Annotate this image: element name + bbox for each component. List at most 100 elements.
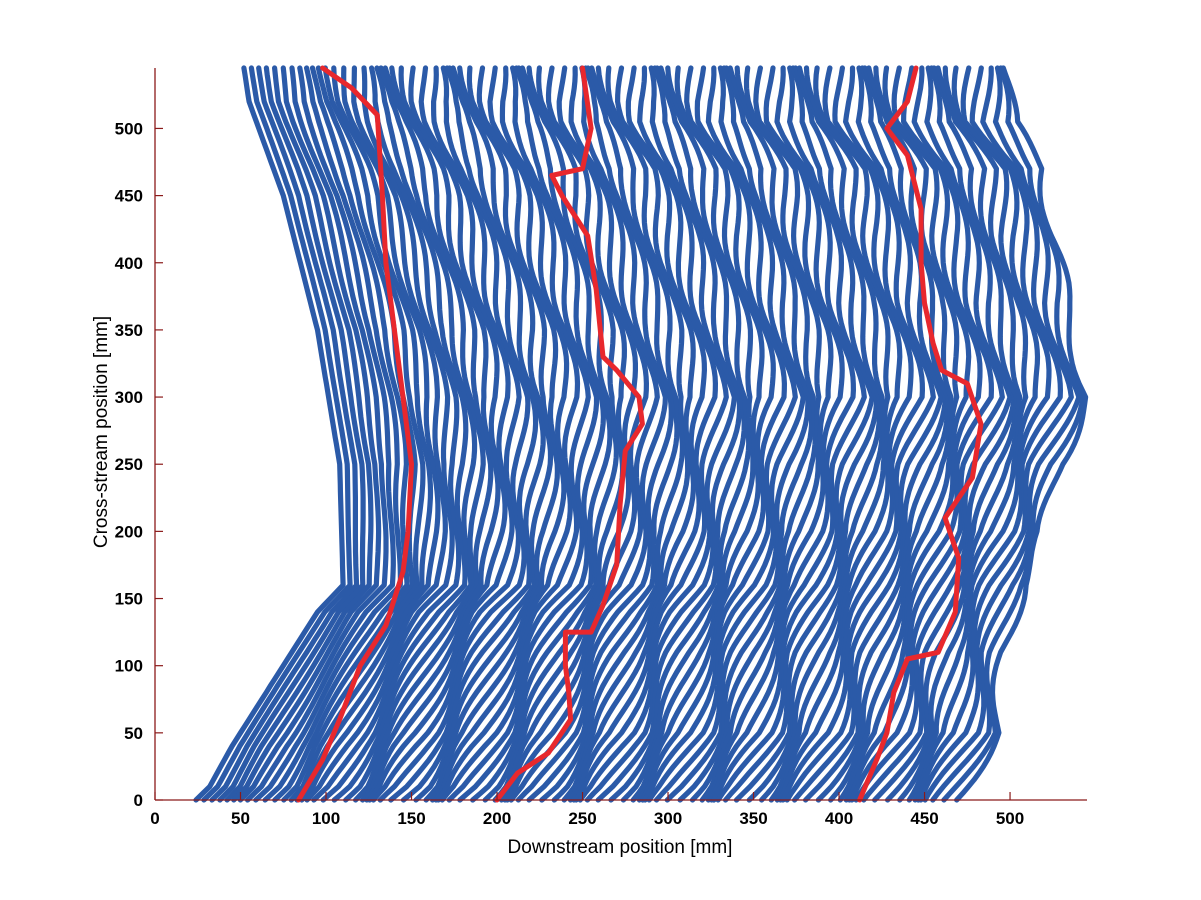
front-line [746,65,883,803]
front-line [699,65,822,803]
front-line [815,65,951,803]
front-line [768,65,891,803]
front-line [201,65,353,803]
front-line [294,65,441,803]
front-line [733,65,880,803]
highlighted-front-lines [296,65,984,803]
front-line [539,65,680,803]
front-line [777,65,914,803]
front-line [664,65,811,803]
front-line [470,65,613,803]
highlight-line-1 [296,65,414,803]
front-line [792,65,944,803]
x-tick-label: 100 [312,809,340,828]
front-line [377,65,531,803]
front-line [343,65,486,803]
front-line [245,65,396,803]
x-tick-label: 450 [910,809,938,828]
front-line [364,65,508,803]
front-line [193,65,346,803]
front-line [304,65,455,803]
front-line [803,65,949,803]
front-line [231,65,382,803]
front-line [360,65,501,803]
x-axis-label: Downstream position [mm] [508,837,733,858]
x-tick-label: 300 [654,809,682,828]
front-line [885,65,1020,803]
y-tick-label: 500 [115,119,143,138]
front-line [573,65,718,803]
front-line [571,65,707,803]
front-line [262,65,410,803]
front-line [872,65,1017,803]
front-line [954,65,1089,803]
front-line [567,65,697,803]
x-tick-label: 50 [231,809,250,828]
front-line [912,65,1041,803]
front-line [941,65,1086,803]
front-line [780,65,925,803]
front-line [435,65,581,803]
front-line [636,65,765,803]
front-line [353,65,494,803]
front-line [595,65,743,803]
y-tick-label: 200 [115,522,143,541]
front-line [837,65,960,803]
y-axis-label: Cross-stream position [mm] [91,316,112,548]
front-line [846,65,983,803]
highlight-line-2 [494,65,645,803]
front-line [584,65,737,803]
front-line [642,65,787,803]
front-line [705,65,834,803]
front-line [677,65,815,803]
highlight-line-3 [857,65,984,803]
front-line [711,65,856,803]
front-line [457,65,606,803]
y-tick-label: 250 [115,455,143,474]
front-lines [193,65,1089,803]
front-line [915,65,1052,803]
front-line [849,65,994,803]
axes: 0 50 100 150 200 250 300 350 400 450 500 0 50 100 150 2… [115,68,1087,828]
front-line [930,65,1082,803]
x-tick-label: 200 [483,809,511,828]
front-line [502,65,638,803]
front-line [430,65,567,803]
y-tick-label: 450 [115,187,143,206]
front-line [320,65,469,803]
front-line [608,65,747,803]
front-line [723,65,875,803]
x-tick-label: 400 [825,809,853,828]
front-line [446,65,600,803]
front-line [918,65,1063,803]
y-tick-label: 350 [115,321,143,340]
front-line [709,65,845,803]
y-tick-label: 300 [115,388,143,407]
front-line [217,65,366,803]
x-tick-label: 0 [150,809,159,828]
front-line [906,65,1029,803]
front-line [843,65,972,803]
front-line [331,65,478,803]
front-line [515,65,668,803]
front-line [861,65,1013,803]
front-line [400,65,546,803]
y-tick-label: 50 [124,724,143,743]
front-line [224,65,374,803]
front-line [774,65,903,803]
front-line [237,65,389,803]
x-tick-label: 150 [397,809,425,828]
front-line [288,65,434,803]
y-tick-label: 400 [115,254,143,273]
y-tick-label: 0 [134,791,143,810]
x-tick-label: 500 [996,809,1024,828]
front-line [367,65,515,803]
front-line [209,65,360,803]
front-line [388,65,539,803]
x-tick-label: 250 [568,809,596,828]
front-line [299,65,448,803]
front-line [253,65,403,803]
front-line [272,65,418,803]
front-line [640,65,776,803]
